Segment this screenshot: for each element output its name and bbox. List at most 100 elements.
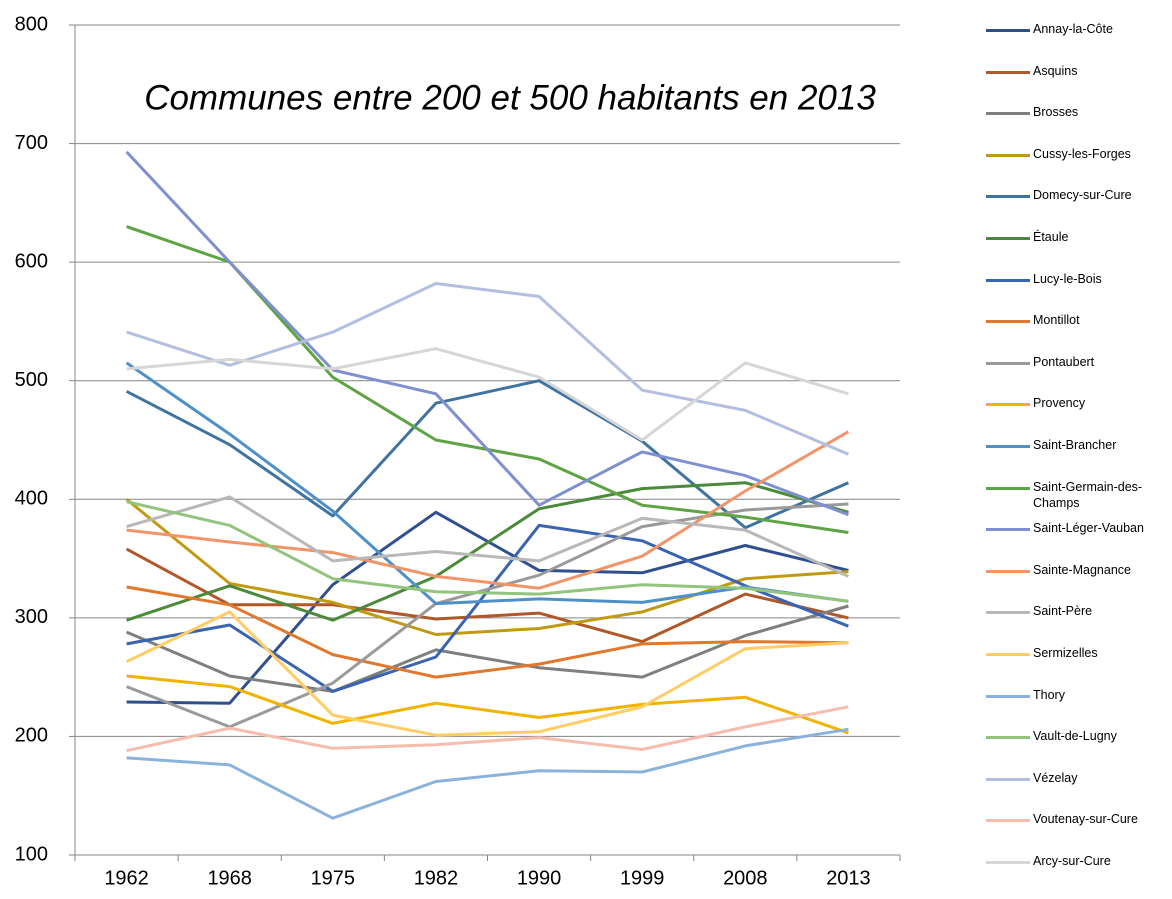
- legend-entry: Vézelay: [986, 770, 1172, 786]
- series-line: [126, 481, 849, 622]
- legend-entry: Arcy-sur-Cure: [986, 853, 1172, 869]
- series-line: [125, 361, 849, 606]
- grid: [69, 24, 900, 856]
- series-line: [126, 727, 849, 820]
- legend-label: Saint-Léger-Vauban: [1033, 521, 1144, 536]
- legend-swatch: [986, 403, 1030, 407]
- chart-title: Communes entre 200 et 500 habitants en 2…: [144, 78, 876, 117]
- legend-entry: Voutenay-sur-Cure: [986, 811, 1172, 827]
- series-line: [125, 379, 850, 530]
- y-tick-label: 400: [15, 488, 48, 510]
- legend-entry: Brosses: [986, 104, 1172, 120]
- series-line: [126, 347, 849, 442]
- series-line: [126, 502, 849, 729]
- legend-entry: Sainte-Magnance: [986, 562, 1172, 578]
- legend-label: Pontaubert: [1033, 354, 1095, 369]
- legend-entry: Domecy-sur-Cure: [986, 187, 1172, 203]
- legend-label: Montillot: [1033, 313, 1080, 328]
- legend-entry: Montillot: [986, 312, 1172, 328]
- y-tick-label: 200: [15, 725, 48, 747]
- legend-entry: Saint-Germain-des-Champs: [986, 479, 1172, 511]
- legend-entry: Saint-Père: [986, 603, 1172, 619]
- y-tick-label: 800: [15, 13, 48, 35]
- legend-swatch: [986, 611, 1030, 615]
- legend-label: Sermizelles: [1033, 646, 1098, 660]
- x-tick-label: 2008: [723, 867, 768, 889]
- legend-swatch: [986, 445, 1030, 448]
- series-line: [126, 705, 849, 753]
- x-tick-label: 1968: [207, 867, 252, 889]
- legend-swatch: [986, 861, 1030, 864]
- legend-swatch: [986, 112, 1030, 116]
- legend-swatch: [986, 29, 1030, 32]
- legend-swatch: [986, 736, 1030, 740]
- legend-label: Brosses: [1033, 105, 1079, 120]
- legend-entry: Saint-Brancher: [986, 437, 1172, 453]
- legend-label: Arcy-sur-Cure: [1033, 854, 1111, 868]
- y-tick-label: 700: [15, 132, 48, 154]
- legend-entry: Pontaubert: [986, 354, 1172, 370]
- legend-entry: Provency: [986, 395, 1172, 411]
- legend-label: Asquins: [1033, 63, 1078, 78]
- x-tick-label: 1982: [414, 867, 459, 889]
- series-line: [125, 610, 849, 737]
- legend-entry: Asquins: [986, 63, 1172, 79]
- series-line: [126, 430, 850, 590]
- legend-swatch: [986, 320, 1030, 324]
- x-tick-label: 1999: [620, 867, 665, 889]
- legend-swatch: [986, 361, 1030, 365]
- legend-label: Vault-de-Lugny: [1033, 729, 1117, 744]
- legend-label: Voutenay-sur-Cure: [1033, 812, 1138, 827]
- series-line: [125, 547, 849, 644]
- legend-swatch: [986, 486, 1030, 490]
- y-tick-label: 100: [15, 843, 48, 865]
- legend-entry: Vault-de-Lugny: [986, 728, 1172, 744]
- legend-label: Sainte-Magnance: [1033, 562, 1131, 577]
- legend-swatch: [986, 777, 1030, 781]
- x-tick-label: 1962: [104, 867, 149, 889]
- legend-label: Saint-Germain-des-Champs: [1033, 479, 1143, 510]
- series-line: [126, 585, 849, 679]
- legend-label: Provency: [1033, 396, 1086, 411]
- legend-label: Saint-Brancher: [1033, 438, 1117, 452]
- legend-entry: Étaule: [986, 229, 1172, 245]
- legend-swatch: [986, 278, 1030, 282]
- legend-swatch: [986, 819, 1030, 823]
- legend-label: Vézelay: [1033, 770, 1078, 785]
- legend-swatch: [986, 653, 1030, 656]
- y-tick-label: 300: [15, 606, 48, 628]
- legend-swatch: [986, 569, 1030, 573]
- series-line: [126, 225, 849, 534]
- series-line: [125, 150, 849, 517]
- series-line: [126, 500, 849, 603]
- legend-label: Thory: [1033, 687, 1065, 702]
- x-tick-label: 1975: [311, 867, 356, 889]
- legend-entry: Thory: [986, 687, 1172, 703]
- series-line: [126, 523, 849, 693]
- y-tick-label: 600: [15, 250, 48, 272]
- legend-entry: Cussy-les-Forges: [986, 146, 1172, 162]
- legend-swatch: [986, 153, 1030, 157]
- legend-label: Lucy-le-Bois: [1033, 271, 1102, 286]
- y-tick-label: 500: [15, 369, 48, 391]
- series-line: [125, 498, 849, 636]
- legend-entry: Saint-Léger-Vauban: [986, 520, 1172, 536]
- legend-label: Domecy-sur-Cure: [1033, 188, 1132, 203]
- legend-label: Saint-Père: [1033, 604, 1093, 619]
- legend-label: Étaule: [1033, 230, 1069, 244]
- legend-entry: Lucy-le-Bois: [986, 271, 1172, 287]
- legend-swatch: [986, 694, 1030, 698]
- series-line: [126, 674, 849, 735]
- x-tick-label: 2013: [826, 867, 871, 889]
- legend-swatch: [986, 237, 1030, 240]
- legend-swatch: [986, 70, 1030, 74]
- legend-entry: Annay-la-Côte: [986, 21, 1172, 37]
- legend-entry: Sermizelles: [986, 645, 1172, 661]
- x-tick-label: 1990: [517, 867, 562, 889]
- legend-label: Cussy-les-Forges: [1033, 146, 1131, 161]
- legend-swatch: [986, 528, 1030, 532]
- legend-label: Annay-la-Côte: [1033, 22, 1113, 36]
- series-line: [126, 282, 849, 456]
